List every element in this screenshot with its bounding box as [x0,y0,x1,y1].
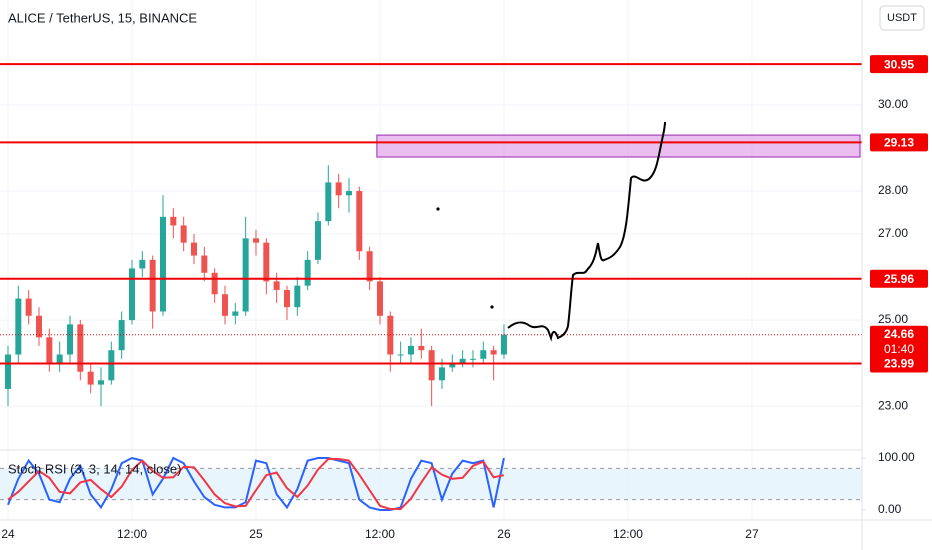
last-price-box [870,325,928,358]
band-fill [0,468,862,500]
candle-body [335,182,342,196]
countdown-label: 01:40 [884,342,914,356]
level-label-box [870,354,928,373]
candle-body [366,251,373,282]
currency-label[interactable]: USDT [887,12,917,24]
candle-body [87,371,94,385]
candle-body [428,350,435,381]
candle-body [221,294,228,316]
y-tick-label: 25.00 [878,312,908,326]
candle-body [201,255,208,273]
stoch-line [7,456,505,512]
indicator-title: Stoch RSI (3, 3, 14, 14, close) [8,461,181,476]
candle-body [294,285,301,308]
candle-body [397,354,404,356]
x-tick-label: 12:00 [117,527,147,541]
candle-body [242,238,249,312]
hand-drawing [507,121,666,342]
candle-body [438,367,445,381]
level-label-box [870,269,928,288]
candle-body [4,354,11,389]
y-tick-label: 0.00 [878,502,902,516]
candle-body [139,259,146,269]
x-tick-label: 12:00 [613,527,643,541]
level-label-box [870,133,928,152]
candle-body [407,345,414,355]
level-label: 29.13 [884,136,914,150]
level-label: 25.96 [884,272,914,286]
level-label: 30.95 [884,57,914,71]
candle-body [211,272,218,295]
candle-body [25,298,32,316]
y-tick-label: 23.00 [878,398,908,412]
candle-body [66,324,73,355]
candle-body [128,268,135,321]
candle-body [97,380,104,385]
x-tick-label: 12:00 [365,527,395,541]
level-label-box [870,55,928,74]
candle-body [314,221,321,260]
candle-body [108,350,115,381]
candle-body [480,350,487,359]
axis-labels: 24 12:00 25 12:00 26 12:00 27 23.00 25.00 27.00 28… [1,55,928,541]
candle-body [418,345,425,351]
x-tick-label: 24 [1,527,15,541]
dot [436,207,440,211]
candle-body [118,320,125,351]
currency-button[interactable] [879,5,925,31]
candle-body [46,337,53,364]
candle-body [325,182,332,222]
candle-body [56,354,63,364]
dot [490,305,494,309]
x-tick-label: 25 [249,527,263,541]
candle-body [252,238,259,243]
price-pane [0,63,862,407]
x-tick-label: 27 [745,527,759,541]
candle-body [273,281,280,290]
candle-body [159,216,166,312]
symbol-title: ALICE / TetherUS, 15, BINANCE [8,10,197,25]
candle-body [283,289,290,308]
candle-body [35,315,42,338]
y-tick-label: 30.00 [878,97,908,111]
candle-body [449,363,456,368]
candle-body [490,350,497,355]
zone [376,134,861,158]
x-tick-label: 26 [497,527,511,541]
candle-body [190,242,197,256]
candle-body [149,259,156,312]
candle-body [304,259,311,286]
candle-body [263,242,270,282]
candle-body [77,324,84,372]
candle-body [180,225,187,243]
last-price-label: 24.66 [884,327,914,341]
candle-body [459,358,466,364]
stoch-pane: Stoch RSI (3, 3, 14, 14, close) [0,456,866,512]
candle-body [170,216,177,226]
candle-body [376,281,383,316]
level-label: 23.99 [884,357,914,371]
y-tick-label: 100.00 [878,450,915,464]
candle-body [500,334,507,355]
candle-body [356,191,363,252]
candle-body [232,311,239,316]
candle-body [469,358,476,360]
candle-body [345,191,352,196]
y-tick-label: 28.00 [878,183,908,197]
candle-body [15,298,22,355]
stoch-line [7,458,505,510]
y-tick-label: 27.00 [878,226,908,240]
